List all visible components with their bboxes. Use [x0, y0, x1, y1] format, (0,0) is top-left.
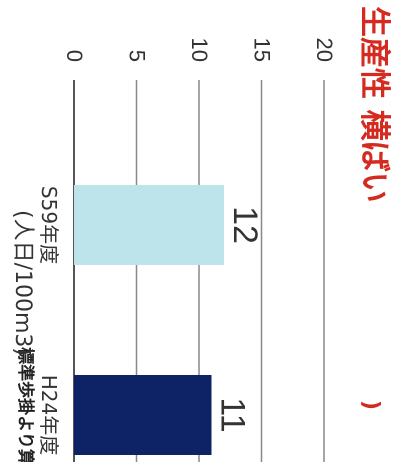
y-axis-label: (人日/100m3) — [10, 210, 35, 356]
bars — [74, 185, 224, 455]
y-tick-label: 10 — [187, 38, 212, 62]
category-note: 標準歩掛より算出 — [15, 347, 36, 462]
y-tick-label: 20 — [312, 38, 337, 62]
data-labels: 12 11 — [214, 206, 265, 433]
bar — [74, 375, 212, 455]
category-label: S59年度 — [37, 186, 61, 264]
y-tick-label: 15 — [250, 38, 275, 62]
chart-title: 生産性 横ばい — [356, 6, 392, 203]
data-label: 12 — [226, 206, 264, 244]
data-label: 11 — [214, 397, 252, 432]
bar — [74, 185, 224, 265]
y-tick-label: 0 — [62, 50, 87, 62]
category-label: H24年度 — [37, 375, 61, 456]
y-tick-labels: 0 5 10 15 20 — [62, 38, 337, 62]
y-tick-label: 5 — [125, 50, 150, 62]
title-mark: ) — [358, 400, 383, 410]
